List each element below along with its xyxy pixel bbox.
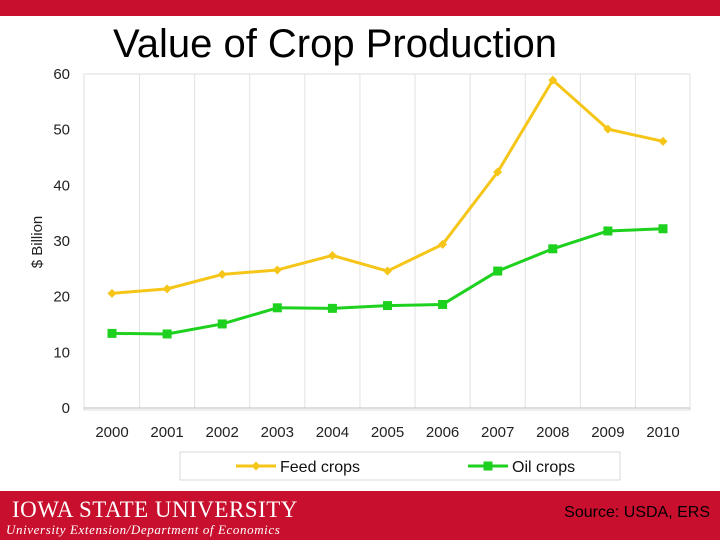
series-group: [107, 75, 668, 339]
y-tick-label: 50: [53, 122, 70, 139]
data-point: [272, 303, 282, 313]
y-tick-label: 0: [62, 400, 70, 417]
x-tick-label: 2002: [206, 424, 239, 441]
y-tick-label: 40: [53, 177, 70, 194]
data-point: [658, 136, 668, 146]
x-tick-label: 2000: [95, 424, 128, 441]
data-point: [383, 301, 392, 311]
data-point: [107, 288, 117, 298]
university-name: IOWA STATE UNIVERSITY: [12, 497, 298, 522]
x-tick-label: 2005: [371, 424, 404, 441]
x-tick-label: 2007: [481, 424, 514, 441]
y-tick-label: 10: [53, 344, 70, 361]
data-point: [217, 319, 227, 329]
data-point: [658, 224, 668, 234]
x-tick-label: 2003: [261, 424, 294, 441]
data-point: [162, 329, 172, 339]
footer-bar: IOWA STATE UNIVERSITY University Extensi…: [0, 491, 720, 540]
y-axis-label: $ Billion: [29, 216, 46, 269]
data-point: [603, 124, 613, 134]
data-point: [493, 266, 503, 276]
x-tick-label: 2006: [426, 424, 459, 441]
data-point: [162, 284, 172, 294]
y-tick-label: 30: [53, 233, 70, 250]
data-point: [438, 299, 448, 309]
data-point: [272, 265, 282, 275]
data-point: [327, 250, 337, 260]
x-tick-label: 2008: [536, 424, 569, 441]
legend-marker: [251, 461, 261, 471]
x-tick-label: 2010: [646, 424, 679, 441]
x-axis-ticks: 2000 2001 2002 2003 2004 2005 2006 2007 2008 2009…: [95, 424, 679, 441]
data-point: [603, 226, 613, 236]
data-point: [493, 167, 503, 177]
legend: Feed crops Oil crops: [236, 459, 575, 476]
x-tick-label: 2001: [150, 424, 183, 441]
data-point: [107, 328, 117, 338]
source-note: Source: USDA, ERS: [564, 504, 710, 521]
data-point: [217, 269, 227, 279]
slide-title: Value of Crop Production: [113, 22, 557, 66]
data-point: [383, 266, 392, 276]
top-accent-bar: [0, 0, 720, 16]
data-point: [327, 303, 337, 313]
data-point: [548, 244, 558, 254]
plot-area: [83, 73, 691, 411]
y-tick-label: 60: [53, 66, 70, 83]
x-tick-label: 2004: [316, 424, 349, 441]
y-axis-ticks: 0 10 20 30 40 50 60: [53, 66, 70, 417]
data-point: [438, 239, 448, 249]
legend-label: Feed crops: [280, 459, 360, 476]
legend-marker: [483, 461, 493, 471]
y-tick-label: 20: [53, 289, 70, 306]
legend-label: Oil crops: [512, 459, 575, 476]
department-name: University Extension/Department of Econo…: [6, 522, 281, 537]
data-point: [548, 75, 558, 85]
x-tick-label: 2009: [591, 424, 624, 441]
